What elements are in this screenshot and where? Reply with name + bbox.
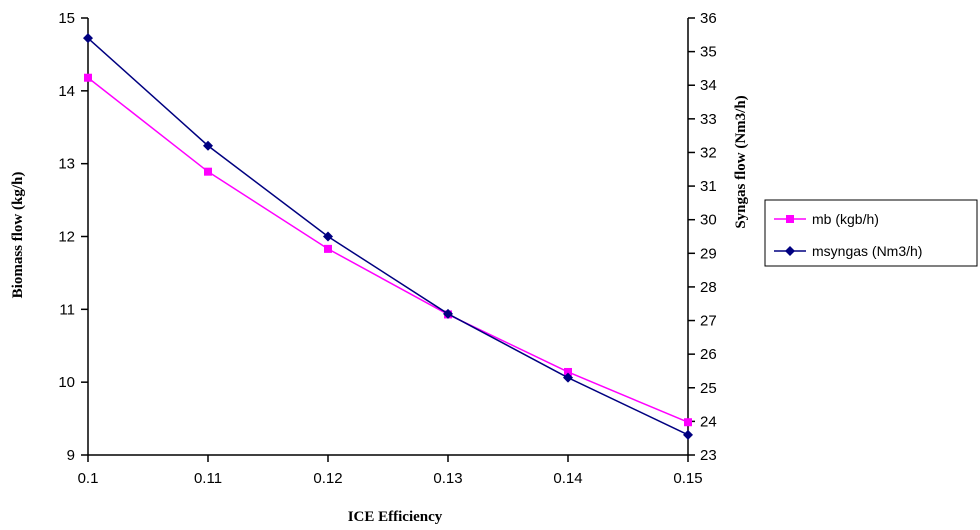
right-y-tick-label: 31 — [700, 178, 717, 195]
series-layer — [83, 33, 693, 440]
data-point-msyngas — [83, 33, 93, 44]
data-point-mb — [84, 73, 92, 82]
right-y-tick-label: 34 — [700, 77, 717, 94]
legend-label-mb: mb (kgb/h) — [812, 211, 879, 227]
data-point-mb — [684, 418, 692, 427]
right-y-tick-label: 26 — [700, 346, 717, 363]
right-y-tick-label: 25 — [700, 380, 717, 397]
x-axis-title: ICE Efficiency — [348, 509, 443, 525]
x-tick-label: 0.13 — [433, 470, 462, 487]
series-line-msyngas — [87, 37, 689, 436]
right-y-tick-label: 32 — [700, 144, 717, 161]
right-y-tick-label: 30 — [700, 212, 717, 229]
left-y-tick-label: 13 — [58, 156, 75, 173]
legend-box — [764, 199, 978, 267]
x-tick-label: 0.14 — [553, 470, 582, 487]
right-y-tick-label: 33 — [700, 111, 717, 128]
legend-label-msyngas: msyngas (Nm3/h) — [812, 243, 922, 259]
right-y-tick-label: 27 — [700, 313, 717, 330]
left-y-tick-label: 10 — [58, 374, 75, 391]
x-tick-label: 0.12 — [313, 470, 342, 487]
data-point-mb — [204, 167, 212, 176]
data-point-msyngas — [683, 429, 693, 440]
legend: mb (kgb/h) msyngas (Nm3/h) — [764, 199, 978, 267]
right-y-tick-label: 23 — [700, 447, 717, 464]
right-y-tick-label: 28 — [700, 279, 717, 296]
left-y-tick-label: 14 — [58, 83, 75, 100]
left-y-tick-label: 15 — [58, 10, 75, 27]
data-point-mb — [564, 367, 572, 376]
data-point-msyngas — [563, 372, 573, 383]
right-y-tick-label: 36 — [700, 10, 717, 27]
data-point-msyngas — [323, 231, 333, 242]
right-y-axis-title: Syngas flow (Nm3/h) — [733, 95, 749, 228]
left-y-tick-label: 12 — [58, 229, 75, 246]
x-tick-label: 0.1 — [78, 470, 99, 487]
data-point-msyngas — [443, 308, 453, 319]
legend-marker-mb — [786, 215, 794, 223]
series-line-mb — [87, 77, 689, 423]
left-y-tick-label: 11 — [59, 301, 75, 318]
right-y-tick-label: 35 — [700, 44, 717, 61]
left-y-axis-title: Biomass flow (kg/h) — [10, 172, 26, 299]
left-y-tick-label: 9 — [67, 447, 75, 464]
x-tick-label: 0.15 — [673, 470, 702, 487]
right-y-tick-label: 24 — [700, 413, 717, 430]
axes — [87, 18, 689, 456]
data-point-mb — [324, 244, 332, 253]
data-point-msyngas — [203, 140, 213, 151]
x-tick-label: 0.11 — [194, 470, 222, 487]
legend-marker-msyngas — [785, 246, 795, 256]
ticks: 9 10 11 12 13 14 15 23 24 25 26 27 28 29 30 31 32 33 34 35 3… — [58, 10, 716, 487]
right-y-tick-label: 29 — [700, 245, 717, 262]
